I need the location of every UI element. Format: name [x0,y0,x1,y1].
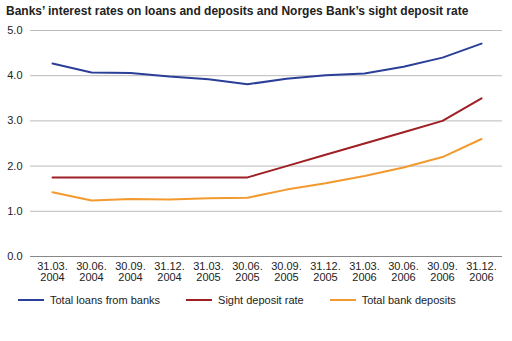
svg-text:31.03.2006: 31.03.2006 [349,260,380,283]
svg-text:1.0: 1.0 [7,205,22,217]
html-text:Banks’ interest rates on loans: Banks’ interest rates on loans and depos… [6,4,469,18]
svg-text:0.0: 0.0 [7,250,22,262]
svg-text:31.12.2004: 31.12.2004 [154,260,185,283]
svg-text:30.06.2005: 30.06.2005 [232,260,263,283]
svg-text:2.0: 2.0 [7,160,22,172]
html-text:Sight deposit rate: Sight deposit rate [218,294,304,306]
html-text:Total bank deposits: Total bank deposits [361,294,456,306]
svg-text:3.0: 3.0 [7,114,22,126]
svg-text:31.03.2004: 31.03.2004 [37,260,68,283]
svg-text:4.0: 4.0 [7,69,22,81]
svg-text:31.12.2006: 31.12.2006 [466,260,497,283]
svg-text:30.06.2006: 30.06.2006 [388,260,419,283]
svg-text:30.09.2004: 30.09.2004 [115,260,146,283]
svg-text:31.03.2005: 31.03.2005 [193,260,224,283]
svg-text:5.0: 5.0 [7,24,22,36]
svg-text:30.09.2006: 30.09.2006 [427,260,458,283]
svg-text:30.09.2005: 30.09.2005 [271,260,302,283]
svg-text:31.12.2005: 31.12.2005 [310,260,341,283]
svg-text:30.06.2004: 30.06.2004 [76,260,107,283]
html-text:Total loans from banks: Total loans from banks [50,294,161,306]
